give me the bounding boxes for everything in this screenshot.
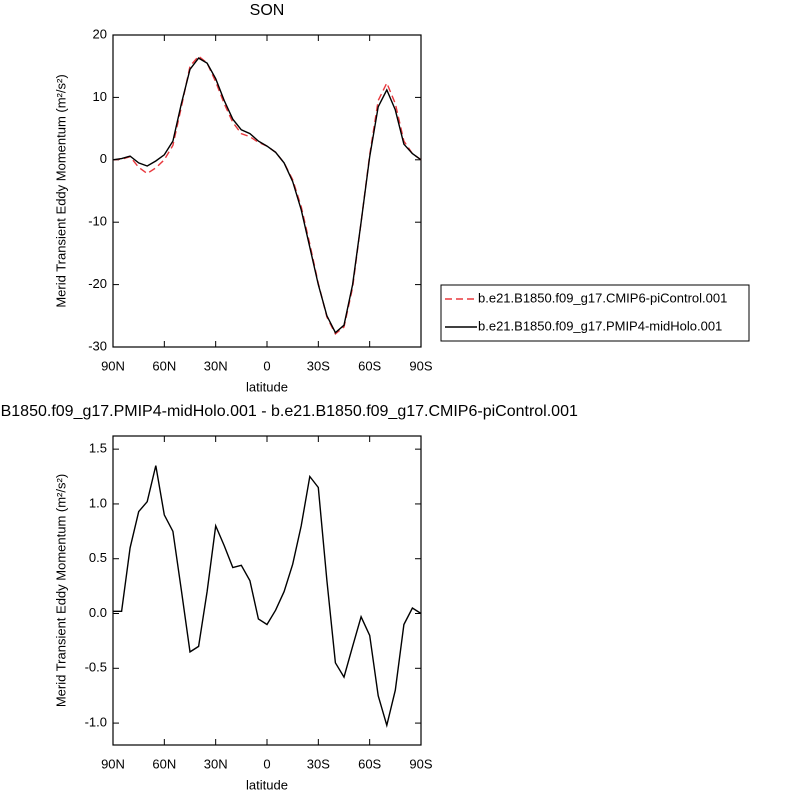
x-tick-label: 60N <box>152 358 176 373</box>
x-tick-label: 30S <box>307 358 330 373</box>
x-axis-label: latitude <box>246 379 288 394</box>
x-tick-label: 0 <box>263 756 270 771</box>
x-tick-label: 60S <box>358 756 381 771</box>
y-tick-label: 0.5 <box>89 550 107 565</box>
x-axis-label: latitude <box>246 777 288 792</box>
y-axis-label: Merid Transient Eddy Momentum (m²/s²) <box>53 74 68 307</box>
y-tick-label: 0 <box>100 151 107 166</box>
x-tick-label: 90S <box>409 358 432 373</box>
chart-title: b.e21.B1850.f09_g17.PMIP4-midHolo.001 - … <box>0 403 578 420</box>
plot-frame <box>112 34 422 348</box>
legend-label: b.e21.B1850.f09_g17.CMIP6-piControl.001 <box>478 290 727 305</box>
x-tick-label: 30N <box>204 756 228 771</box>
y-tick-label: -30 <box>88 338 107 353</box>
x-tick-label: 30S <box>307 756 330 771</box>
series-line <box>112 57 422 334</box>
series-line <box>113 465 422 729</box>
legend-label: b.e21.B1850.f09_g17.PMIP4-midHolo.001 <box>478 318 722 333</box>
x-tick-label: 90S <box>409 756 432 771</box>
x-tick-label: 60S <box>358 358 381 373</box>
y-tick-label: -0.5 <box>85 660 107 675</box>
y-tick-label: -20 <box>88 276 107 291</box>
y-tick-label: 20 <box>93 26 107 41</box>
y-tick-label: 10 <box>93 89 107 104</box>
chart-title: SON <box>250 2 285 19</box>
y-tick-label: -1.0 <box>85 715 107 730</box>
legend-box <box>440 284 750 342</box>
x-tick-label: 90N <box>101 358 125 373</box>
x-tick-label: 60N <box>152 756 176 771</box>
y-tick-label: 0.0 <box>89 605 107 620</box>
y-tick-label: 1.5 <box>89 441 107 456</box>
y-tick-label: 1.0 <box>89 495 107 510</box>
y-axis-label: Merid Transient Eddy Momentum (m²/s²) <box>53 474 68 707</box>
x-tick-label: 0 <box>263 358 270 373</box>
series-line <box>112 55 422 335</box>
x-tick-label: 30N <box>204 358 228 373</box>
y-tick-label: -10 <box>88 214 107 229</box>
x-tick-label: 90N <box>101 756 125 771</box>
